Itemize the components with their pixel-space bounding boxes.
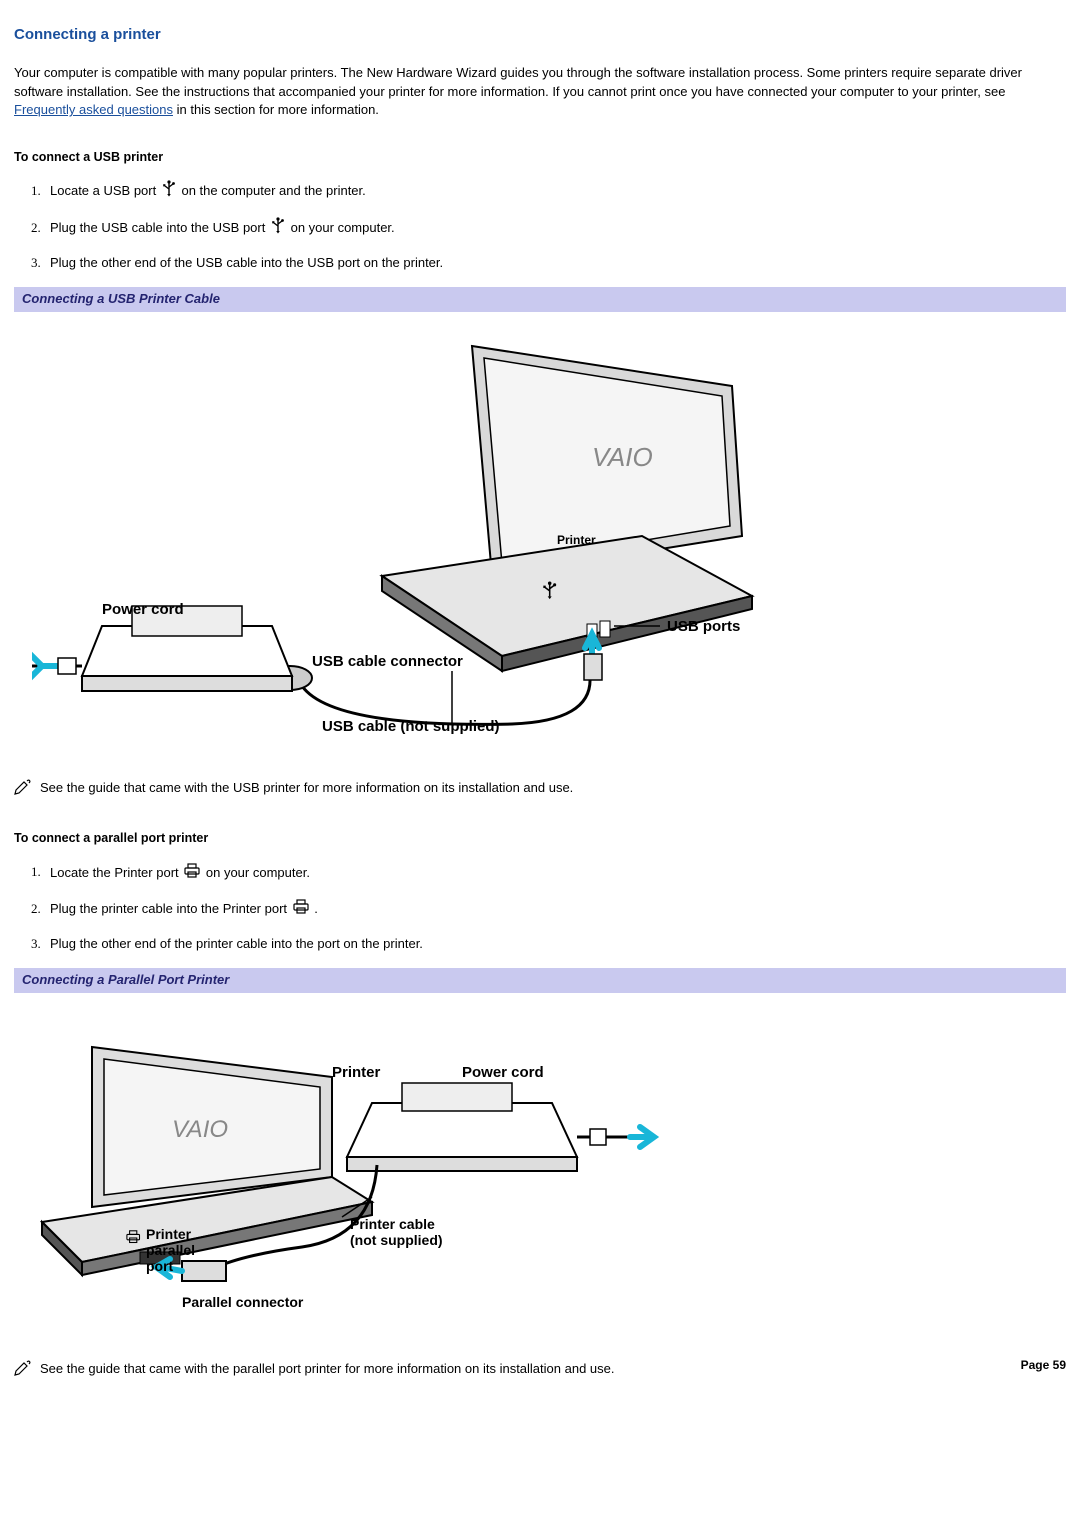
printer-icon: [184, 862, 200, 885]
usb-step1-post: on the computer and the printer.: [181, 183, 365, 198]
intro-text-pre: Your computer is compatible with many po…: [14, 65, 1022, 99]
printer-icon: [293, 898, 309, 921]
printer-cable-label-l2: (not supplied): [350, 1232, 443, 1248]
usb-steps-list: Locate a USB port on the computer and th…: [44, 180, 1066, 273]
power-cord-label-2: Power cord: [462, 1064, 544, 1081]
printer-illustration: [32, 606, 292, 691]
page-number: Page 59: [1021, 1357, 1066, 1374]
page-title: Connecting a printer: [14, 24, 1066, 46]
note-icon: [14, 776, 34, 802]
power-cord-label: Power cord: [102, 601, 184, 618]
parallel-steps-list: Locate the Printer port on your computer…: [44, 862, 1066, 955]
printer-port-label-l3: port: [146, 1258, 174, 1274]
parallel-figure-caption: Connecting a Parallel Port Printer: [14, 968, 1066, 993]
parallel-connector-label: Parallel connector: [182, 1294, 304, 1310]
printer-cable-label-l1: Printer cable: [350, 1216, 435, 1232]
parallel-note: See the guide that came with the paralle…: [14, 1357, 1021, 1383]
parallel-step-1: Locate the Printer port on your computer…: [44, 862, 1066, 885]
usb-figure-caption: Connecting a USB Printer Cable: [14, 287, 1066, 312]
parallel-note-text: See the guide that came with the paralle…: [40, 1360, 614, 1379]
usb-connector-label: USB cable connector: [312, 653, 463, 670]
usb-step2-pre: Plug the USB cable into the USB port: [50, 220, 269, 235]
par-step2-post: .: [314, 901, 318, 916]
usb-step-1: Locate a USB port on the computer and th…: [44, 180, 1066, 203]
parallel-step-2: Plug the printer cable into the Printer …: [44, 898, 1066, 921]
par-step1-pre: Locate the Printer port: [50, 864, 182, 879]
parallel-figure: VAIO Printer Power cord Pri: [14, 993, 1066, 1327]
usb-step2-post: on your computer.: [291, 220, 395, 235]
laptop-brand-text-2: VAIO: [172, 1116, 228, 1143]
usb-icon: [271, 217, 285, 240]
usb-heading: To connect a USB printer: [14, 148, 1066, 166]
printer-port-label-l1: Printer: [146, 1226, 192, 1242]
par-step2-pre: Plug the printer cable into the Printer …: [50, 901, 291, 916]
printer-port-label-l2: parallel: [146, 1242, 195, 1258]
usb-note: See the guide that came with the USB pri…: [14, 776, 1066, 802]
faq-link[interactable]: Frequently asked questions: [14, 102, 173, 117]
intro-paragraph: Your computer is compatible with many po…: [14, 64, 1066, 121]
printer-label-on-laptop: Printer: [557, 533, 596, 547]
par-step1-post: on your computer.: [206, 864, 310, 879]
usb-step-2: Plug the USB cable into the USB port on …: [44, 217, 1066, 240]
usb-step-3: Plug the other end of the USB cable into…: [44, 254, 1066, 273]
usb-step1-pre: Locate a USB port: [50, 183, 160, 198]
usb-figure: VAIO Printer USB ports USB cable connect…: [14, 312, 1066, 746]
parallel-step-3: Plug the other end of the printer cable …: [44, 935, 1066, 954]
intro-text-post: in this section for more information.: [177, 102, 379, 117]
laptop-brand-text: VAIO: [592, 442, 653, 472]
usb-ports-label: USB ports: [667, 618, 740, 635]
parallel-heading: To connect a parallel port printer: [14, 829, 1066, 847]
note-icon: [14, 1357, 34, 1383]
usb-icon: [162, 180, 176, 203]
usb-note-text: See the guide that came with the USB pri…: [40, 779, 573, 798]
usb-cable-label: USB cable (not supplied): [322, 718, 500, 735]
printer-label: Printer: [332, 1064, 381, 1081]
